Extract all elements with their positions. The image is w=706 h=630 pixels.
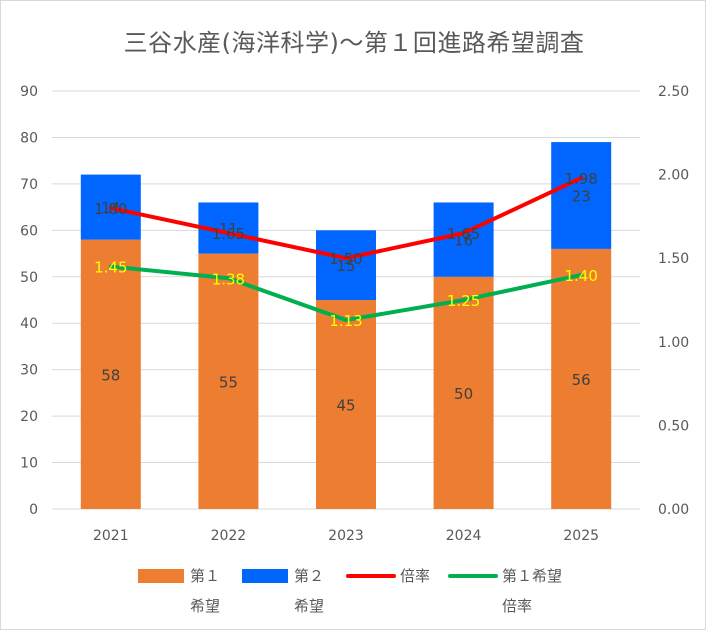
y-left-tick-label: 60 [20, 223, 38, 239]
legend-swatch [138, 569, 184, 583]
line-data-label: 1.65 [447, 225, 480, 243]
bar-segment [80, 239, 141, 509]
x-tick-label: 2023 [328, 528, 364, 544]
bar-data-label: 45 [336, 397, 355, 415]
x-tick-label: 2025 [563, 528, 599, 544]
legend-label: 第２ [294, 567, 324, 585]
y-left-tick-label: 0 [29, 502, 38, 518]
legend-label: 希望 [294, 597, 324, 615]
line-data-label: 1.80 [94, 200, 127, 218]
legend-label: 倍率 [502, 597, 532, 615]
y-left-tick-label: 10 [20, 456, 38, 472]
bar-data-label: 55 [219, 373, 238, 391]
bar-segment [551, 248, 612, 509]
bar-segment [198, 253, 259, 509]
legend-label: 第１希望 [502, 567, 562, 585]
y-right-tick-label: 1.50 [658, 251, 689, 267]
legend-swatch [242, 569, 288, 583]
bar-segment [433, 202, 494, 277]
y-left-tick-label: 50 [20, 270, 38, 286]
line-data-label: 1.25 [447, 292, 480, 310]
x-tick-label: 2021 [93, 528, 129, 544]
series-line [108, 175, 584, 261]
y-right-tick-label: 2.50 [658, 84, 689, 100]
y-right-tick-label: 0.50 [658, 418, 689, 434]
bar-segment [316, 300, 376, 509]
bar-data-label: 56 [572, 371, 591, 389]
line-data-label: 1.38 [212, 270, 245, 288]
legend-label: 希望 [190, 597, 220, 615]
line-data-label: 1.65 [212, 225, 245, 243]
y-left-tick-label: 80 [20, 130, 38, 146]
y-left-tick-label: 70 [20, 177, 38, 193]
line-data-label: 1.45 [94, 259, 127, 277]
chart-title: 三谷水産(海洋科学)～第１回進路希望調査 [123, 29, 585, 57]
x-tick-label: 2022 [211, 528, 247, 544]
bar-data-label: 23 [572, 188, 591, 206]
y-left-tick-label: 90 [20, 84, 38, 100]
line-data-label: 1.13 [329, 312, 362, 330]
line-data-label: 1.98 [564, 170, 597, 188]
bar-segment [316, 230, 376, 300]
bar-data-label: 50 [454, 385, 473, 403]
bar-segment [433, 276, 494, 509]
legend-label: 第１ [190, 567, 220, 585]
y-right-tick-label: 0.00 [658, 502, 689, 518]
series-line [108, 264, 584, 323]
y-right-tick-label: 1.00 [658, 335, 689, 351]
legend-label: 倍率 [400, 567, 430, 585]
y-left-tick-label: 30 [20, 363, 38, 379]
y-left-tick-label: 40 [20, 316, 38, 332]
bar-segment [551, 142, 612, 249]
line-data-label: 1.40 [564, 267, 597, 285]
x-tick-label: 2024 [446, 528, 482, 544]
bar-data-label: 15 [336, 257, 355, 275]
line-data-label: 1.50 [329, 250, 362, 268]
y-left-tick-label: 20 [20, 409, 38, 425]
bar-data-label: 58 [101, 366, 120, 384]
y-right-tick-label: 2.00 [658, 168, 689, 184]
